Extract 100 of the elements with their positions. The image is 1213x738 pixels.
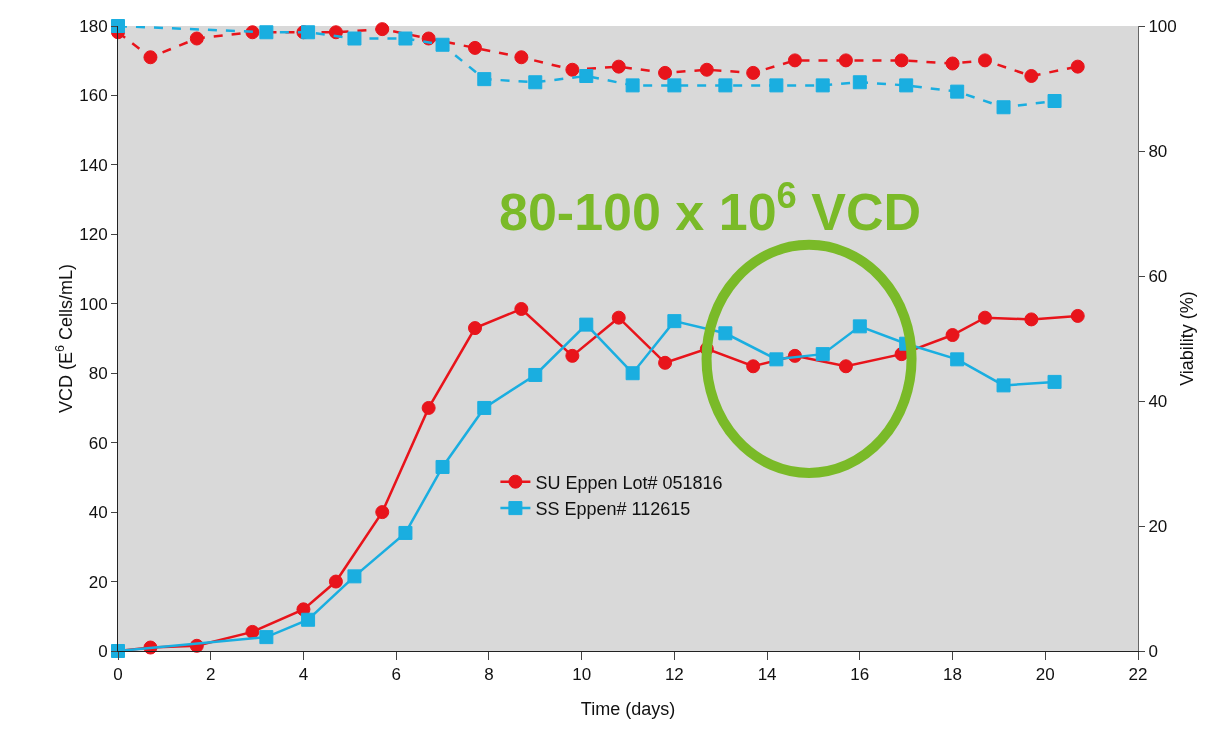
legend-label: SS Eppen# 112615 bbox=[535, 499, 691, 520]
point bbox=[718, 326, 733, 341]
point bbox=[838, 53, 853, 68]
point bbox=[950, 84, 965, 99]
point bbox=[611, 59, 626, 74]
point bbox=[769, 78, 784, 93]
x-tick-label: 2 bbox=[206, 665, 216, 685]
point bbox=[978, 53, 992, 68]
x-tick-label: 18 bbox=[943, 665, 963, 685]
y-tick-label: 60 bbox=[88, 433, 108, 453]
y-tick-label: 100 bbox=[79, 294, 108, 314]
point bbox=[1070, 308, 1085, 323]
point bbox=[477, 400, 492, 415]
point bbox=[528, 367, 543, 382]
x-tick-label: 22 bbox=[1128, 665, 1148, 685]
y2-tick-label: 100 bbox=[1148, 16, 1177, 36]
annotation: 80-100 x 10$^{6}$ VCD bbox=[499, 175, 922, 241]
point bbox=[421, 400, 436, 415]
y-tick-label: 20 bbox=[88, 572, 108, 592]
x-tick-label: 12 bbox=[664, 665, 684, 685]
point bbox=[945, 328, 960, 343]
point bbox=[1047, 94, 1062, 108]
point bbox=[259, 25, 274, 40]
point bbox=[259, 630, 274, 645]
point bbox=[718, 78, 733, 93]
x-tick-label: 0 bbox=[113, 665, 123, 685]
point bbox=[514, 301, 529, 316]
point bbox=[347, 31, 362, 46]
point bbox=[514, 50, 529, 65]
point bbox=[899, 78, 914, 93]
point bbox=[398, 31, 413, 46]
point bbox=[468, 321, 482, 336]
x-tick-label: 10 bbox=[572, 665, 592, 685]
point bbox=[996, 378, 1011, 393]
y-tick-label: 40 bbox=[88, 503, 108, 523]
point bbox=[746, 359, 761, 374]
point bbox=[838, 359, 853, 374]
point bbox=[301, 612, 316, 627]
point bbox=[625, 78, 640, 93]
point bbox=[579, 69, 594, 83]
point bbox=[611, 310, 626, 325]
point bbox=[1070, 59, 1085, 74]
point bbox=[787, 53, 802, 68]
x-tick-label: 20 bbox=[1035, 665, 1055, 685]
x-tick-label: 4 bbox=[298, 665, 309, 685]
x-tick-label: 16 bbox=[850, 665, 870, 685]
point bbox=[375, 22, 390, 37]
y-tick-label: 80 bbox=[88, 364, 108, 384]
point bbox=[950, 352, 965, 367]
point bbox=[978, 310, 992, 325]
y2-tick-label: 20 bbox=[1148, 516, 1168, 536]
point bbox=[658, 355, 673, 370]
y-tick-label: 0 bbox=[98, 641, 108, 661]
point bbox=[996, 100, 1011, 115]
x-tick-label: 14 bbox=[757, 665, 777, 685]
point bbox=[189, 31, 204, 46]
point bbox=[111, 19, 125, 33]
y-tick-label: 180 bbox=[79, 16, 108, 36]
point bbox=[852, 319, 867, 334]
point bbox=[143, 50, 158, 65]
legend-label: SU Eppen Lot# 051816 bbox=[535, 472, 723, 493]
y2-tick-label: 40 bbox=[1148, 391, 1168, 411]
point bbox=[625, 366, 640, 381]
point bbox=[435, 459, 450, 474]
point bbox=[398, 525, 413, 540]
point bbox=[301, 25, 316, 40]
y2-tick-label: 80 bbox=[1148, 141, 1168, 161]
point bbox=[565, 62, 580, 77]
point bbox=[894, 53, 909, 68]
y2-tick-label: 0 bbox=[1148, 641, 1158, 661]
point bbox=[699, 62, 714, 77]
point bbox=[468, 40, 482, 55]
point bbox=[1047, 374, 1062, 389]
point bbox=[347, 569, 362, 584]
y2-axis-title: Viability (%) bbox=[1177, 291, 1197, 386]
y-tick-label: 140 bbox=[79, 155, 108, 175]
point bbox=[667, 314, 682, 329]
point bbox=[435, 37, 450, 52]
point bbox=[852, 75, 867, 90]
point bbox=[528, 75, 543, 90]
point bbox=[477, 72, 492, 87]
point bbox=[1024, 69, 1039, 83]
x-tick-label: 8 bbox=[484, 665, 494, 685]
point bbox=[579, 317, 594, 332]
point bbox=[815, 347, 830, 362]
y-tick-label: 120 bbox=[79, 225, 108, 245]
y2-tick-label: 60 bbox=[1148, 266, 1168, 286]
point bbox=[658, 65, 673, 80]
point bbox=[328, 574, 343, 589]
point bbox=[815, 78, 830, 93]
x-tick-label: 6 bbox=[391, 665, 401, 685]
point bbox=[375, 505, 390, 520]
x-axis-title: Time (days) bbox=[580, 699, 676, 719]
point bbox=[769, 352, 784, 367]
point bbox=[245, 624, 260, 639]
point bbox=[746, 65, 761, 80]
point bbox=[945, 56, 960, 71]
y-tick-label: 160 bbox=[79, 86, 108, 106]
point bbox=[565, 348, 580, 363]
point bbox=[1024, 312, 1039, 327]
